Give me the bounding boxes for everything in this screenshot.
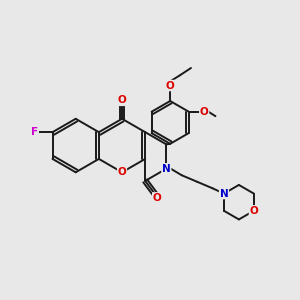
Text: F: F — [31, 127, 38, 137]
Text: O: O — [153, 193, 161, 203]
Text: O: O — [118, 167, 126, 177]
Text: O: O — [118, 95, 126, 105]
Text: O: O — [200, 107, 208, 117]
Text: O: O — [249, 206, 258, 216]
Text: N: N — [162, 164, 171, 174]
Text: O: O — [166, 80, 175, 91]
Text: N: N — [220, 189, 228, 199]
